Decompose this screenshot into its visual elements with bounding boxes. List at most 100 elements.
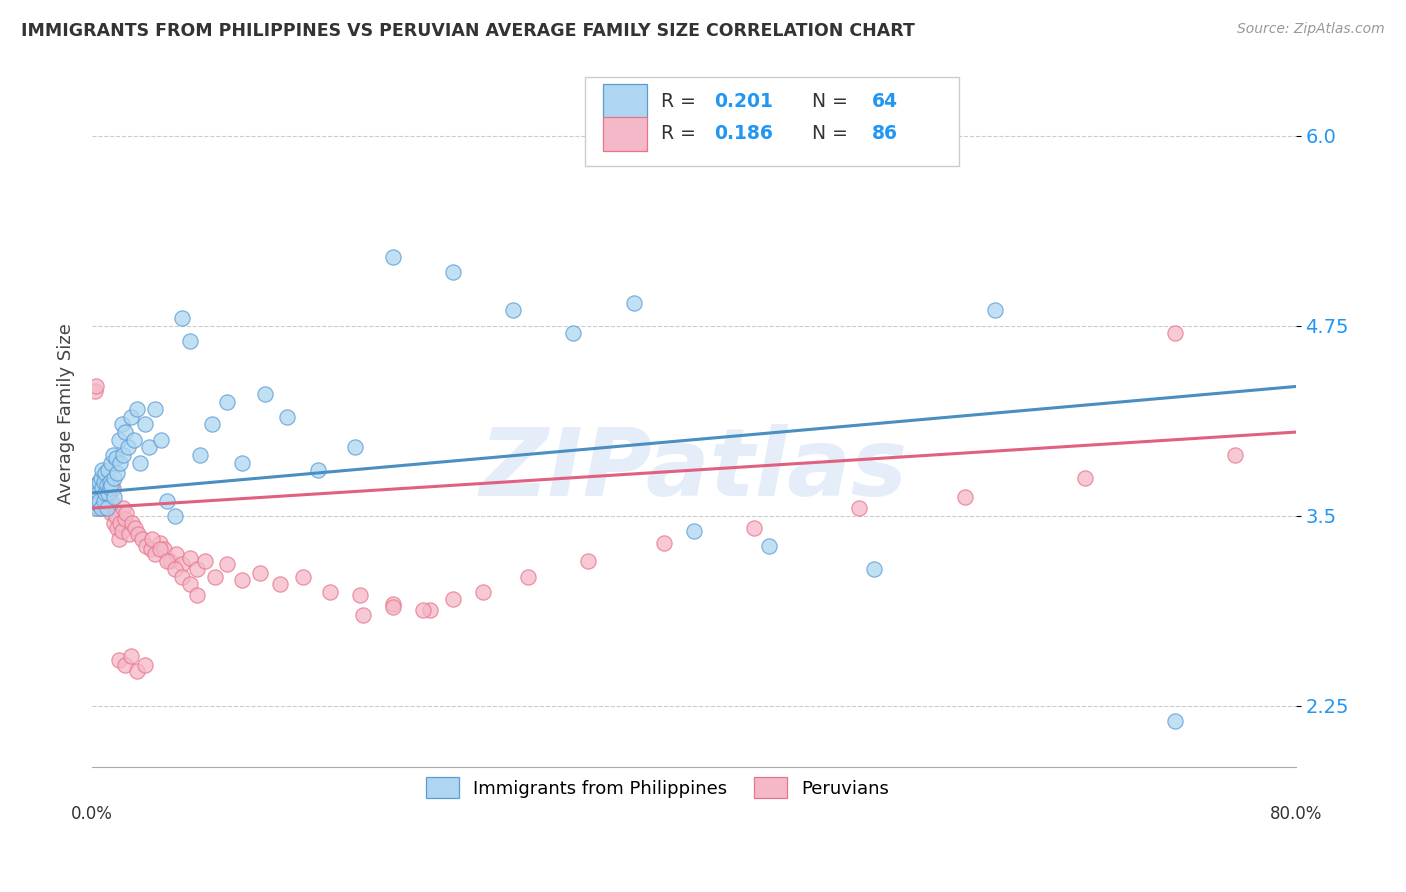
Point [231, 573, 253, 587]
Point [87, 493, 110, 508]
Point [117, 440, 139, 454]
FancyBboxPatch shape [603, 117, 647, 151]
Point [120, 648, 142, 663]
Point [94, 466, 117, 480]
Point [115, 506, 138, 520]
Point [953, 491, 976, 505]
Point [253, 387, 276, 401]
Point [623, 296, 645, 310]
Point [108, 433, 131, 447]
Point [89, 493, 111, 508]
Point [98, 475, 121, 490]
Point [118, 527, 141, 541]
Point [112, 448, 135, 462]
Point [131, 532, 153, 546]
Point [93, 475, 115, 490]
Text: R =: R = [661, 92, 702, 111]
Point [381, 599, 404, 614]
Point [103, 516, 125, 531]
Point [204, 569, 226, 583]
FancyBboxPatch shape [603, 85, 647, 119]
Point [91, 463, 114, 477]
Point [96, 491, 118, 505]
Point [98, 486, 121, 500]
Point [143, 402, 166, 417]
Point [108, 532, 131, 546]
Point [89, 481, 111, 495]
Text: R =: R = [661, 124, 702, 144]
Point [652, 536, 675, 550]
Text: 80.0%: 80.0% [1270, 805, 1322, 823]
Point [83, 491, 105, 505]
Point [172, 311, 194, 326]
Point [291, 569, 314, 583]
Point [179, 334, 201, 348]
Point [517, 569, 540, 583]
Text: IMMIGRANTS FROM PHILIPPINES VS PERUVIAN AVERAGE FAMILY SIZE CORRELATION CHART: IMMIGRANTS FROM PHILIPPINES VS PERUVIAN … [21, 22, 915, 40]
Point [110, 516, 132, 531]
Point [114, 512, 136, 526]
Point [1164, 326, 1187, 341]
Point [87, 486, 110, 500]
Point [143, 547, 166, 561]
Point [138, 440, 160, 454]
Point [381, 250, 404, 264]
Point [104, 450, 127, 465]
Point [419, 603, 441, 617]
Point [100, 456, 122, 470]
Point [352, 607, 374, 622]
Point [349, 588, 371, 602]
Text: 0.0%: 0.0% [70, 805, 112, 823]
Point [179, 551, 201, 566]
Point [186, 588, 208, 602]
Point [682, 524, 704, 538]
Point [86, 478, 108, 492]
Point [94, 481, 117, 495]
Point [89, 475, 111, 490]
Point [90, 471, 112, 485]
Point [472, 584, 495, 599]
Point [101, 481, 124, 495]
Text: N =: N = [800, 92, 853, 111]
Point [276, 409, 298, 424]
Point [108, 653, 131, 667]
Point [111, 524, 134, 538]
Point [159, 554, 181, 568]
Point [156, 554, 179, 568]
Point [125, 664, 148, 678]
Point [96, 497, 118, 511]
Point [97, 501, 120, 516]
Point [100, 478, 122, 492]
Point [97, 478, 120, 492]
Point [94, 501, 117, 516]
Point [134, 417, 156, 432]
Point [1225, 448, 1247, 462]
Point [86, 501, 108, 516]
Point [83, 478, 105, 492]
Point [269, 577, 291, 591]
Point [114, 425, 136, 439]
Point [249, 566, 271, 581]
Point [101, 448, 124, 462]
Point [97, 463, 120, 477]
Point [90, 497, 112, 511]
Point [90, 501, 112, 516]
Point [110, 456, 132, 470]
Point [153, 542, 176, 557]
Y-axis label: Average Family Size: Average Family Size [58, 323, 75, 503]
Point [217, 558, 239, 572]
Point [344, 440, 367, 454]
Point [121, 516, 143, 531]
Text: N =: N = [800, 124, 853, 144]
Point [89, 475, 111, 490]
Point [148, 536, 170, 550]
Point [318, 584, 340, 599]
Point [100, 493, 122, 508]
Point [93, 475, 115, 490]
Point [135, 539, 157, 553]
Point [201, 417, 224, 432]
Point [139, 542, 162, 557]
Point [86, 486, 108, 500]
Point [93, 493, 115, 508]
Point [186, 562, 208, 576]
